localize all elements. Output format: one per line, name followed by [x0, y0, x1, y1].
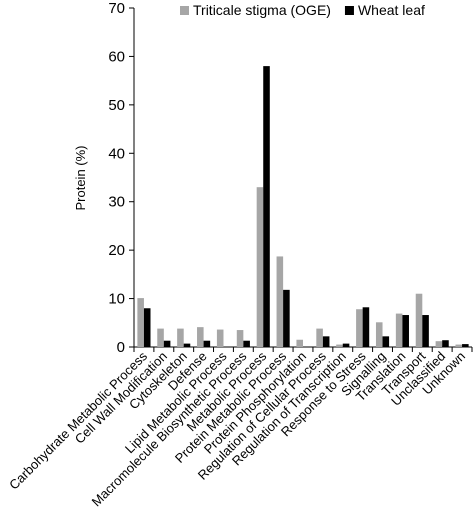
legend-label: Triticale stigma (OGE)	[193, 2, 331, 18]
bar	[462, 344, 469, 347]
bar	[276, 256, 284, 347]
bar	[296, 339, 303, 347]
bar	[442, 340, 449, 347]
bar	[395, 313, 403, 347]
y-tick-label: 50	[108, 97, 125, 114]
bar	[336, 344, 343, 347]
bar	[356, 309, 363, 347]
bar	[236, 330, 244, 347]
bar	[415, 293, 423, 347]
bar	[243, 340, 250, 347]
y-tick-label: 10	[108, 291, 125, 308]
bar	[455, 344, 463, 347]
bar	[362, 307, 370, 347]
legend-label: Wheat leaf	[358, 2, 425, 18]
bar	[342, 343, 350, 347]
bar	[177, 328, 184, 347]
y-tick-label: 70	[108, 0, 125, 17]
bar	[263, 66, 270, 347]
y-tick-label: 30	[108, 194, 125, 211]
bar	[157, 328, 164, 347]
bar	[216, 329, 224, 347]
bar	[163, 340, 171, 347]
bar	[143, 308, 151, 347]
bar	[183, 343, 191, 347]
bar	[197, 327, 204, 347]
bar	[382, 336, 390, 347]
legend-swatch	[180, 6, 189, 15]
y-tick-label: 40	[108, 145, 125, 162]
bar	[283, 289, 290, 347]
y-tick-label: 0	[117, 339, 125, 356]
bar	[137, 298, 144, 347]
bar	[422, 315, 429, 347]
bar	[435, 341, 443, 347]
bar	[322, 336, 330, 347]
bar	[402, 315, 409, 347]
legend-swatch	[344, 6, 354, 15]
y-axis-label: Protein (%)	[73, 145, 88, 210]
bar	[375, 322, 383, 347]
y-tick-label: 60	[108, 48, 125, 65]
bar	[203, 340, 211, 347]
bar	[316, 328, 323, 347]
bar	[256, 187, 264, 347]
y-tick-label: 20	[108, 242, 125, 259]
